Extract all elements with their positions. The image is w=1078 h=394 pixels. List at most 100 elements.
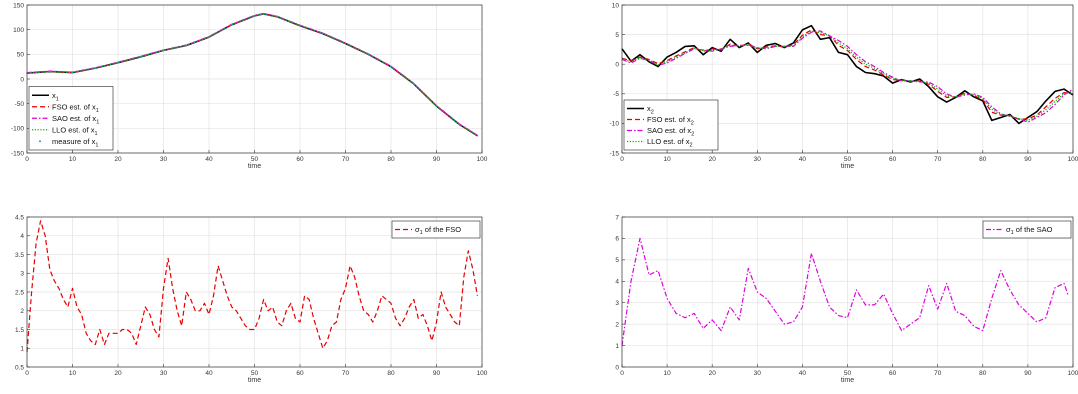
x-tick-label: 50 — [844, 156, 852, 163]
series-line — [621, 237, 1070, 346]
x-tick-label: 0 — [25, 156, 29, 163]
data-point — [162, 49, 165, 52]
y-tick-label: 1.5 — [15, 327, 24, 334]
x-tick-label: 10 — [69, 156, 77, 163]
data-point — [458, 123, 461, 126]
data-point — [71, 71, 74, 74]
data-point — [321, 32, 324, 35]
y-tick-label: -100 — [11, 126, 24, 133]
data-point — [367, 53, 370, 56]
legend: σ1 of the FSO — [391, 220, 481, 239]
x-tick-label: 30 — [160, 370, 168, 377]
x-tick-label: 40 — [799, 370, 807, 377]
x-axis-label: time — [841, 163, 854, 170]
y-tick-label: 2 — [20, 308, 24, 315]
legend-box — [391, 220, 481, 239]
y-tick-label: 4 — [615, 279, 619, 286]
x-tick-label: 80 — [387, 370, 395, 377]
x-tick-label: 60 — [296, 370, 304, 377]
x-tick-label: 90 — [433, 156, 441, 163]
data-point — [117, 61, 119, 64]
data-point — [412, 83, 415, 85]
legend-label: SAO est. of x1 — [52, 114, 99, 126]
y-tick-label: 4 — [20, 233, 24, 240]
x-axis-label: time — [248, 163, 261, 170]
data-point — [476, 134, 479, 137]
legend-label: x2 — [647, 104, 654, 116]
series-line — [26, 220, 478, 353]
axes-box — [621, 4, 1074, 154]
y-tick-label: -50 — [15, 101, 25, 108]
x-tick-label: 40 — [205, 370, 213, 377]
axes-box — [621, 216, 1074, 368]
data-point — [230, 23, 233, 26]
x-tick-label: 100 — [1068, 370, 1078, 377]
x-tick-label: 20 — [709, 156, 717, 163]
x-tick-label: 80 — [979, 370, 987, 377]
data-point — [435, 105, 438, 107]
data-point — [390, 65, 392, 68]
legend: σ1 of the SAO — [982, 220, 1072, 239]
y-tick-label: 4.5 — [15, 214, 24, 221]
x-tick-label: 70 — [342, 156, 350, 163]
data-point — [262, 13, 265, 15]
y-tick-label: -10 — [610, 121, 620, 128]
x-tick-label: 90 — [1024, 370, 1032, 377]
x-tick-label: 70 — [934, 370, 942, 377]
axes-box — [26, 216, 483, 368]
data-point — [299, 24, 301, 27]
legend-label: measure of x1 — [52, 137, 98, 149]
x-tick-label: 20 — [114, 370, 122, 377]
legend-label: LLO est. of x2 — [647, 137, 693, 149]
y-tick-label: 6 — [615, 236, 619, 243]
y-tick-label: 150 — [13, 2, 24, 9]
data-point — [48, 70, 51, 73]
legend-label: σ1 of the FSO — [415, 225, 461, 236]
legend-label: FSO est. of x1 — [52, 102, 99, 114]
chart-panel-3: 0 10 20 30 40 50 60 70 80 90 100 0.5 1 1.5 2 2.5 3 3.5 4 4.… — [15, 214, 488, 384]
y-tick-label: 100 — [13, 27, 24, 34]
data-point — [185, 44, 188, 47]
data-point — [139, 56, 142, 58]
legend-label: LLO est. of x1 — [52, 125, 98, 137]
y-tick-label: 10 — [612, 2, 620, 9]
data-point — [208, 36, 210, 38]
x-tick-label: 70 — [342, 370, 350, 377]
y-tick-label: 2 — [615, 321, 619, 328]
y-tick-label: 7 — [615, 214, 619, 221]
legend-label: SAO est. of x2 — [647, 126, 694, 138]
chart-panel-2: 0 10 20 30 40 50 60 70 80 90 100 -15 -10 -5 0 5 10 time x2… — [610, 2, 1078, 170]
x-tick-label: 20 — [709, 370, 717, 377]
x-tick-label: 50 — [844, 370, 852, 377]
x-tick-label: 30 — [754, 370, 762, 377]
x-tick-label: 30 — [754, 156, 762, 163]
x-tick-label: 0 — [25, 370, 29, 377]
y-tick-label: 2.5 — [15, 289, 24, 296]
x-tick-label: 60 — [889, 156, 897, 163]
y-tick-label: 50 — [17, 52, 25, 59]
series-line — [26, 13, 478, 137]
series-line — [26, 13, 478, 137]
x-tick-label: 0 — [620, 370, 624, 377]
y-tick-label: 5 — [615, 257, 619, 264]
chart-panel-1: 0 10 20 30 40 50 60 70 80 90 100 -150 -100 -50 0 50 100 1… — [11, 2, 488, 170]
x-tick-label: 10 — [663, 156, 671, 163]
x-tick-label: 100 — [477, 370, 488, 377]
legend-label: FSO est. of x2 — [647, 115, 694, 127]
x-tick-label: 50 — [251, 156, 259, 163]
y-tick-label: 5 — [615, 32, 619, 39]
x-tick-label: 80 — [979, 156, 987, 163]
x-tick-label: 10 — [69, 370, 77, 377]
x-tick-label: 20 — [114, 156, 122, 163]
y-tick-label: 3.5 — [15, 252, 24, 259]
x-tick-label: 60 — [889, 370, 897, 377]
x-tick-label: 40 — [205, 156, 213, 163]
axes-box — [26, 4, 483, 154]
y-tick-label: 3 — [615, 300, 619, 307]
x-tick-label: 50 — [251, 370, 259, 377]
x-tick-label: 0 — [620, 156, 624, 163]
y-tick-label: 0 — [20, 76, 24, 83]
y-tick-label: 0 — [615, 364, 619, 371]
